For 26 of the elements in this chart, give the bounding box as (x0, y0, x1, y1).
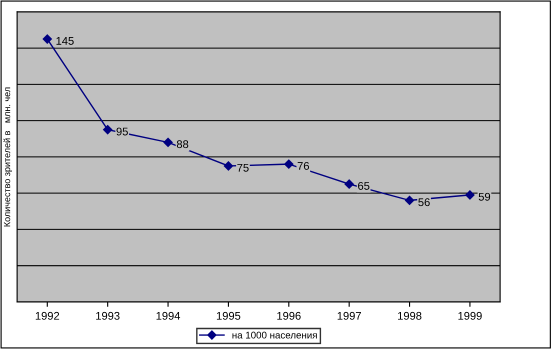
point (224, 161, 234, 171)
x-tick-label: 1995 (216, 312, 240, 320)
point (404, 196, 414, 205)
x-tick-label: 1997 (338, 312, 361, 320)
data-label: 56 (418, 198, 430, 206)
x-tick-label: 1998 (398, 312, 422, 320)
data-label: 95 (116, 128, 128, 136)
point (344, 179, 354, 189)
x-tick-label: 1994 (156, 312, 180, 320)
x-tick-label: 1999 (458, 312, 482, 320)
point (163, 138, 173, 147)
data-label: 145 (56, 37, 74, 45)
point (284, 160, 294, 169)
data-label: 88 (176, 140, 188, 148)
point (42, 34, 52, 44)
data-label: 76 (298, 162, 310, 170)
point (465, 190, 475, 200)
point (103, 125, 112, 134)
x-tick-label: 1993 (96, 312, 120, 320)
x-tick-label: 1992 (36, 312, 60, 320)
data-label: 59 (478, 192, 490, 201)
data-label: 65 (358, 182, 370, 190)
legend-label: на 1000 населения (232, 332, 317, 339)
x-tick-label: 1996 (277, 312, 301, 320)
data-label: 75 (237, 164, 249, 172)
y-axis-title: Количество зрителей в млн. чел (3, 88, 12, 226)
